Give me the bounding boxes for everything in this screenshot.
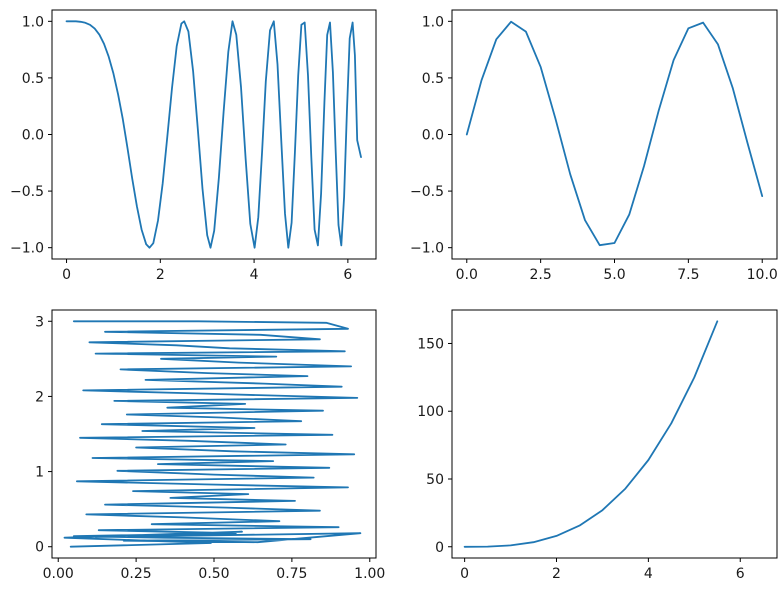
y-tick-label: 0.5	[22, 71, 44, 87]
x-tick-label: 7.5	[677, 267, 699, 283]
x-tick-label: 5.0	[603, 267, 625, 283]
axes-frame-bottom-right	[451, 309, 778, 559]
y-tick-label: 0.0	[22, 128, 44, 144]
y-tick-label: 0.5	[422, 71, 444, 87]
x-tick-label: 0.25	[121, 566, 152, 582]
x-tick-label: 10.0	[747, 267, 778, 283]
x-tick-label: 2.5	[530, 267, 552, 283]
y-tick-label: 100	[417, 404, 444, 420]
x-tick-label: 4	[644, 566, 653, 582]
x-tick-label: 0.0	[456, 267, 478, 283]
y-tick-label: 3	[35, 314, 44, 330]
subplot-top-right: 0.0 2.5 5.0 7.5 10.0 −1.0 −0.5 0.0 0.5 1.0	[410, 9, 778, 283]
x-tick-label: 0.00	[43, 566, 74, 582]
y-tick-label: −1.0	[10, 241, 44, 257]
x-tick-label: 6	[736, 566, 745, 582]
series-line-bottom-left-0	[63, 320, 362, 548]
y-tick-label: 1.0	[422, 14, 444, 30]
axes-frame-top-right	[451, 9, 778, 260]
y-tick-label: −1.0	[410, 241, 444, 257]
x-tick-label: 4	[250, 267, 259, 283]
y-tick-label: −0.5	[410, 184, 444, 200]
series-line-bottom-right-0	[463, 320, 719, 548]
x-tick-label: 0.50	[198, 566, 229, 582]
y-tick-label: 0.0	[422, 128, 444, 144]
x-tick-label: 0	[460, 566, 469, 582]
subplot-bottom-right: 0 2 4 6 0 50 100 150	[417, 309, 778, 582]
x-tick-label: 0.75	[276, 566, 307, 582]
y-tick-label: 1.0	[22, 14, 44, 30]
y-tick-label: 0	[435, 540, 444, 556]
y-tick-label: 50	[426, 472, 444, 488]
subplot-bottom-left: 0.00 0.25 0.50 0.75 1.00 0 1 2 3	[35, 309, 385, 582]
series-line-top-left-0	[65, 20, 362, 249]
y-tick-label: −0.5	[10, 184, 44, 200]
x-tick-label: 1.00	[354, 566, 385, 582]
x-tick-label: 2	[552, 566, 561, 582]
x-tick-label: 0	[62, 267, 71, 283]
y-tick-label: 150	[417, 336, 444, 352]
y-tick-label: 1	[35, 465, 44, 481]
subplot-top-left: 0 2 4 6 −1.0 −0.5 0.0 0.5 1.0	[10, 9, 377, 283]
x-tick-label: 6	[343, 267, 352, 283]
y-tick-label: 0	[35, 540, 44, 556]
series-line-top-right-0	[465, 20, 764, 247]
x-tick-label: 2	[156, 267, 165, 283]
y-tick-label: 2	[35, 389, 44, 405]
